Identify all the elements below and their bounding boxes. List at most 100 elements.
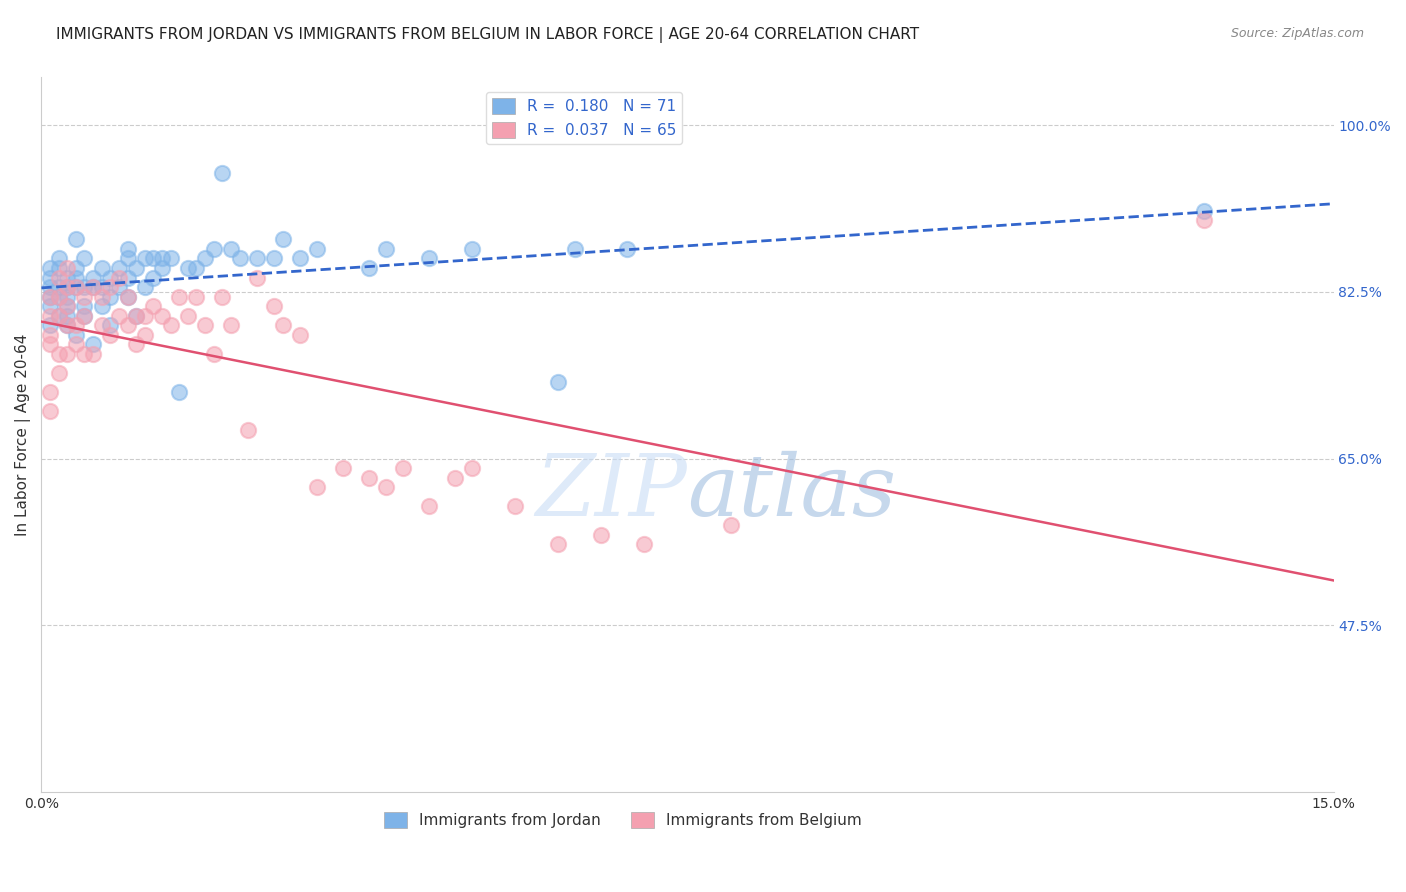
- Point: [117, 289, 139, 303]
- Point: [1194, 213, 1216, 227]
- Point: [547, 376, 569, 390]
- Point: [117, 252, 139, 266]
- Point: [108, 270, 131, 285]
- Point: [82, 280, 104, 294]
- Point: [228, 252, 250, 266]
- Point: [39, 309, 62, 323]
- Point: [39, 289, 62, 303]
- Point: [159, 318, 181, 333]
- Point: [211, 289, 233, 303]
- Legend: Immigrants from Jordan, Immigrants from Belgium: Immigrants from Jordan, Immigrants from …: [378, 806, 868, 834]
- Point: [65, 280, 87, 294]
- Point: [375, 480, 398, 494]
- Point: [39, 404, 62, 418]
- Point: [48, 289, 70, 303]
- Point: [56, 299, 79, 313]
- Point: [90, 318, 112, 333]
- Point: [65, 337, 87, 351]
- Point: [194, 318, 217, 333]
- Point: [56, 318, 79, 333]
- Point: [246, 270, 269, 285]
- Point: [202, 242, 225, 256]
- Point: [48, 280, 70, 294]
- Point: [39, 299, 62, 313]
- Point: [142, 270, 165, 285]
- Point: [591, 527, 613, 541]
- Point: [73, 289, 96, 303]
- Point: [142, 299, 165, 313]
- Point: [56, 299, 79, 313]
- Point: [134, 280, 156, 294]
- Point: [202, 347, 225, 361]
- Point: [56, 318, 79, 333]
- Y-axis label: In Labor Force | Age 20-64: In Labor Force | Age 20-64: [15, 334, 31, 536]
- Point: [98, 270, 121, 285]
- Point: [167, 384, 190, 399]
- Point: [375, 242, 398, 256]
- Point: [117, 289, 139, 303]
- Point: [73, 252, 96, 266]
- Point: [357, 260, 380, 275]
- Point: [219, 242, 242, 256]
- Point: [186, 289, 208, 303]
- Point: [56, 280, 79, 294]
- Point: [108, 280, 131, 294]
- Point: [288, 327, 311, 342]
- Point: [236, 423, 259, 437]
- Point: [65, 327, 87, 342]
- Point: [39, 270, 62, 285]
- Point: [150, 252, 173, 266]
- Point: [56, 347, 79, 361]
- Point: [90, 260, 112, 275]
- Point: [288, 252, 311, 266]
- Point: [392, 461, 415, 475]
- Point: [177, 309, 200, 323]
- Point: [90, 289, 112, 303]
- Point: [48, 347, 70, 361]
- Text: atlas: atlas: [688, 450, 897, 533]
- Point: [271, 318, 294, 333]
- Point: [263, 299, 285, 313]
- Point: [48, 289, 70, 303]
- Point: [48, 270, 70, 285]
- Point: [98, 327, 121, 342]
- Point: [39, 289, 62, 303]
- Text: Source: ZipAtlas.com: Source: ZipAtlas.com: [1230, 27, 1364, 40]
- Point: [98, 318, 121, 333]
- Point: [65, 270, 87, 285]
- Point: [444, 470, 467, 484]
- Point: [39, 384, 62, 399]
- Point: [461, 461, 484, 475]
- Point: [125, 309, 148, 323]
- Point: [125, 260, 148, 275]
- Text: ZIP: ZIP: [536, 450, 688, 533]
- Point: [56, 309, 79, 323]
- Point: [125, 309, 148, 323]
- Point: [357, 470, 380, 484]
- Point: [48, 366, 70, 380]
- Point: [65, 232, 87, 246]
- Point: [125, 337, 148, 351]
- Point: [564, 242, 586, 256]
- Point: [159, 252, 181, 266]
- Point: [167, 289, 190, 303]
- Point: [90, 299, 112, 313]
- Point: [39, 318, 62, 333]
- Point: [246, 252, 269, 266]
- Point: [82, 280, 104, 294]
- Point: [39, 280, 62, 294]
- Point: [332, 461, 354, 475]
- Point: [56, 280, 79, 294]
- Point: [194, 252, 217, 266]
- Point: [82, 337, 104, 351]
- Point: [616, 242, 638, 256]
- Text: IMMIGRANTS FROM JORDAN VS IMMIGRANTS FROM BELGIUM IN LABOR FORCE | AGE 20-64 COR: IMMIGRANTS FROM JORDAN VS IMMIGRANTS FRO…: [56, 27, 920, 43]
- Point: [307, 480, 329, 494]
- Point: [65, 280, 87, 294]
- Point: [418, 252, 440, 266]
- Point: [56, 289, 79, 303]
- Point: [117, 318, 139, 333]
- Point: [48, 309, 70, 323]
- Point: [108, 309, 131, 323]
- Point: [720, 518, 742, 533]
